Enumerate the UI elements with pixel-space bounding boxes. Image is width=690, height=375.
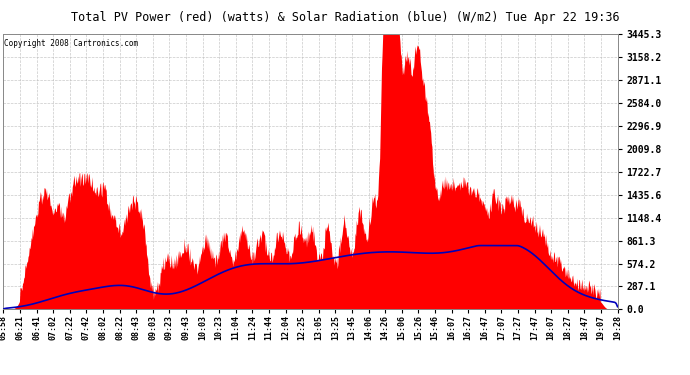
Text: Total PV Power (red) (watts) & Solar Radiation (blue) (W/m2) Tue Apr 22 19:36: Total PV Power (red) (watts) & Solar Rad…: [70, 11, 620, 24]
Text: Copyright 2008 Cartronics.com: Copyright 2008 Cartronics.com: [4, 39, 138, 48]
